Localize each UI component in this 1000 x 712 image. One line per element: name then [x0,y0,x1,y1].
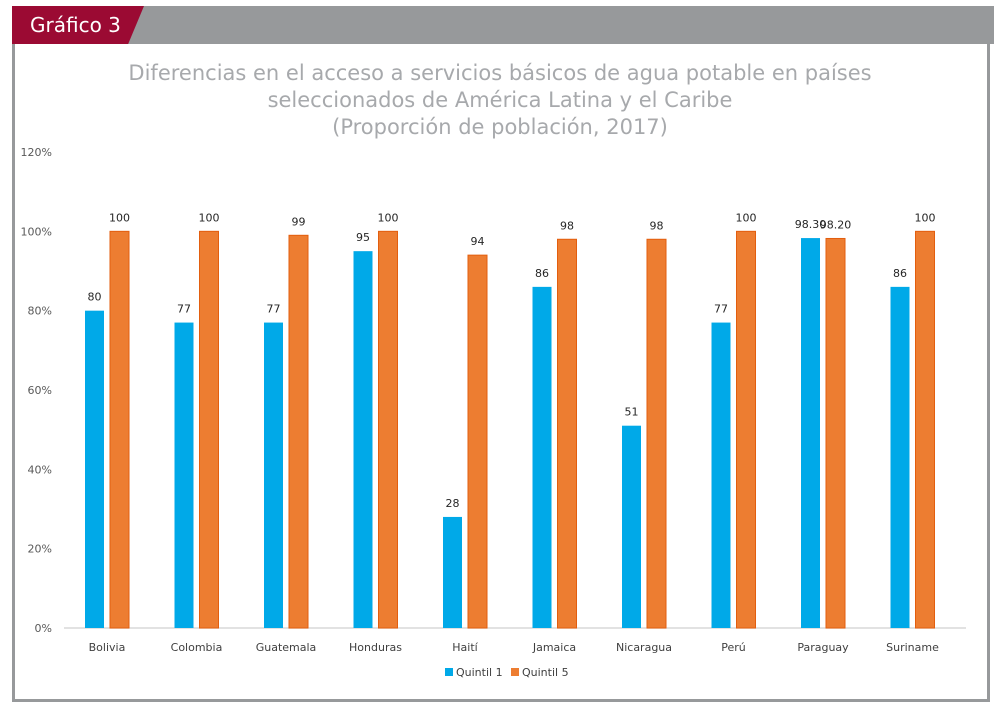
bar-quintil-5 [467,254,488,629]
data-label-quintil-5: 100 [378,211,399,224]
chart-frame [12,44,990,702]
bar-quintil-5 [825,237,846,629]
data-label-quintil-5: 98 [650,219,664,232]
x-category-label: Guatemala [256,641,317,654]
data-label-quintil-1: 86 [893,267,907,280]
bar-quintil-1 [264,322,283,628]
x-category-label: Suriname [886,641,939,654]
chart-title-line-1: Diferencias en el acceso a servicios bás… [128,61,872,85]
data-label-quintil-1: 77 [714,303,728,316]
x-category-label: Colombia [171,641,223,654]
y-tick-label: 80% [28,305,52,318]
data-label-quintil-5: 100 [915,211,936,224]
bar-quintil-1 [443,516,462,628]
data-label-quintil-1: 80 [88,291,102,304]
data-label-quintil-5: 100 [199,211,220,224]
chart-title: Diferencias en el acceso a servicios bás… [0,60,1000,141]
chart-title-line-3: (Proporción de población, 2017) [332,115,668,139]
data-label-quintil-1: 28 [446,497,460,510]
y-tick-label: 60% [28,384,52,397]
x-category-label: Honduras [349,641,402,654]
data-label-quintil-5: 100 [736,211,757,224]
data-label-quintil-1: 51 [625,406,639,419]
y-tick-label: 120% [21,146,52,159]
bar-quintil-5 [736,230,756,629]
chart-title-line-2: seleccionados de América Latina y el Car… [267,88,733,112]
y-tick-label: 100% [21,225,52,238]
data-label-quintil-1: 77 [267,303,281,316]
y-tick-label: 20% [28,543,52,556]
legend-swatch-quintil-5 [511,668,519,676]
header-bar [12,6,994,44]
header-tab [12,6,144,44]
data-label-quintil-5: 100 [109,211,130,224]
x-category-label: Haití [452,641,478,654]
x-category-label: Paraguay [797,641,849,654]
bar-quintil-1 [532,286,552,628]
bar-quintil-5 [915,230,935,629]
data-label-quintil-5: 98.20 [820,218,852,231]
bar-quintil-5 [378,230,398,629]
data-label-quintil-5: 99 [292,215,306,228]
data-label-quintil-1: 86 [535,267,549,280]
bar-quintil-1 [801,238,820,628]
bar-quintil-5 [199,230,219,629]
data-label-quintil-1: 95 [356,231,370,244]
bar-quintil-1 [890,286,910,628]
bar-quintil-5 [288,234,309,629]
chart-number-label: Gráfico 3 [30,13,121,37]
x-category-label: Bolivia [89,641,126,654]
bar-quintil-5 [557,238,577,629]
data-label-quintil-5: 98 [560,219,574,232]
x-category-label: Jamaica [532,641,576,654]
y-tick-label: 40% [28,463,52,476]
y-tick-label: 0% [35,622,52,635]
legend-label-quintil-5: Quintil 5 [522,666,569,679]
bar-quintil-1 [174,322,194,628]
data-label-quintil-5: 94 [471,235,485,248]
bar-quintil-1 [353,251,373,628]
data-label-quintil-1: 77 [177,303,191,316]
legend-swatch-quintil-1 [445,668,453,676]
data-label-quintil-1: 98.30 [795,218,827,231]
legend-label-quintil-1: Quintil 1 [456,666,503,679]
x-category-label: Perú [721,641,746,654]
x-category-label: Nicaragua [616,641,672,654]
bar-quintil-5 [646,238,667,629]
bar-quintil-1 [711,322,731,628]
bar-quintil-1 [85,310,104,628]
bar-quintil-5 [109,230,130,629]
bar-quintil-1 [622,425,641,628]
